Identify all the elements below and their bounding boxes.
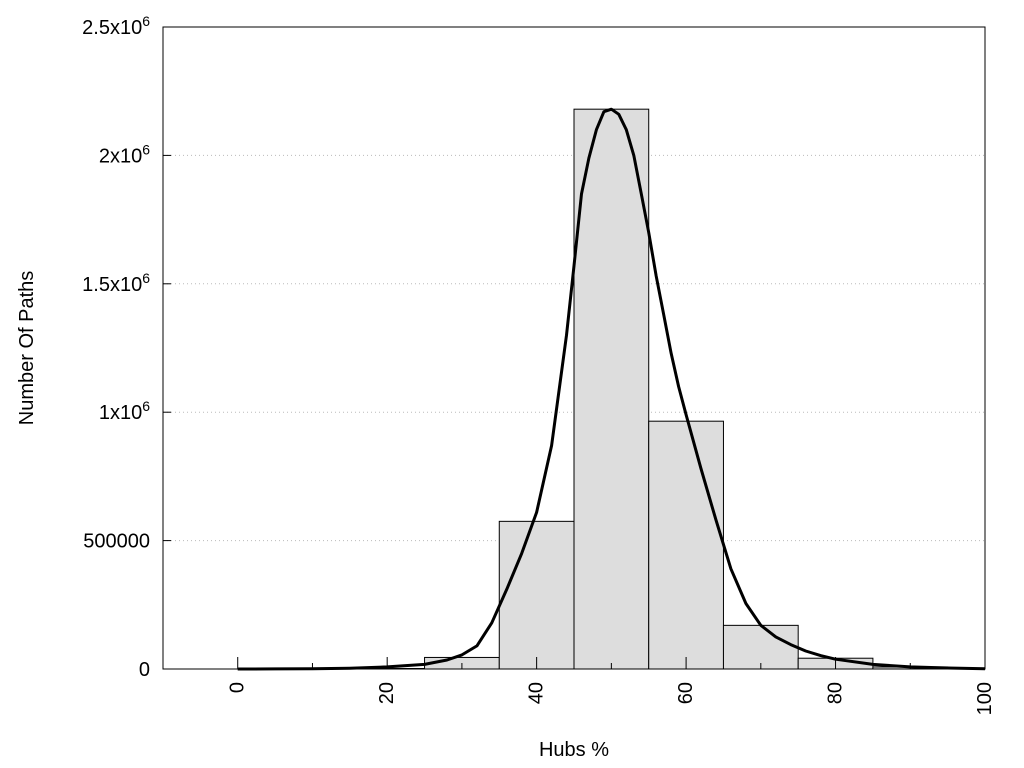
y-tick-label: 1.5x106 (82, 270, 150, 296)
y-tick-label: 500000 (83, 531, 150, 553)
y-tick-label: 2x106 (99, 141, 150, 167)
x-tick-label: 20 (376, 682, 398, 704)
histogram-bar (499, 521, 574, 669)
x-axis-label: Hubs % (539, 739, 609, 761)
y-tick-label: 0 (139, 659, 150, 681)
histogram-bar (649, 421, 724, 669)
x-tick-label: 80 (825, 682, 847, 704)
x-tick-label: 60 (675, 682, 697, 704)
histogram-bars (350, 109, 948, 669)
y-tick-label: 2.5x106 (82, 13, 150, 39)
x-tick-label: 0 (227, 682, 249, 693)
y-axis-ticks: 0 500000 1x106 1.5x106 2x106 2.5x106 (82, 13, 171, 681)
y-tick-label: 1x106 (99, 398, 150, 424)
y-axis-label: Number Of Paths (16, 271, 38, 426)
x-tick-label: 40 (526, 682, 548, 704)
histogram-bar (574, 109, 649, 669)
x-tick-label: 100 (974, 682, 996, 715)
histogram-bar (723, 625, 798, 669)
